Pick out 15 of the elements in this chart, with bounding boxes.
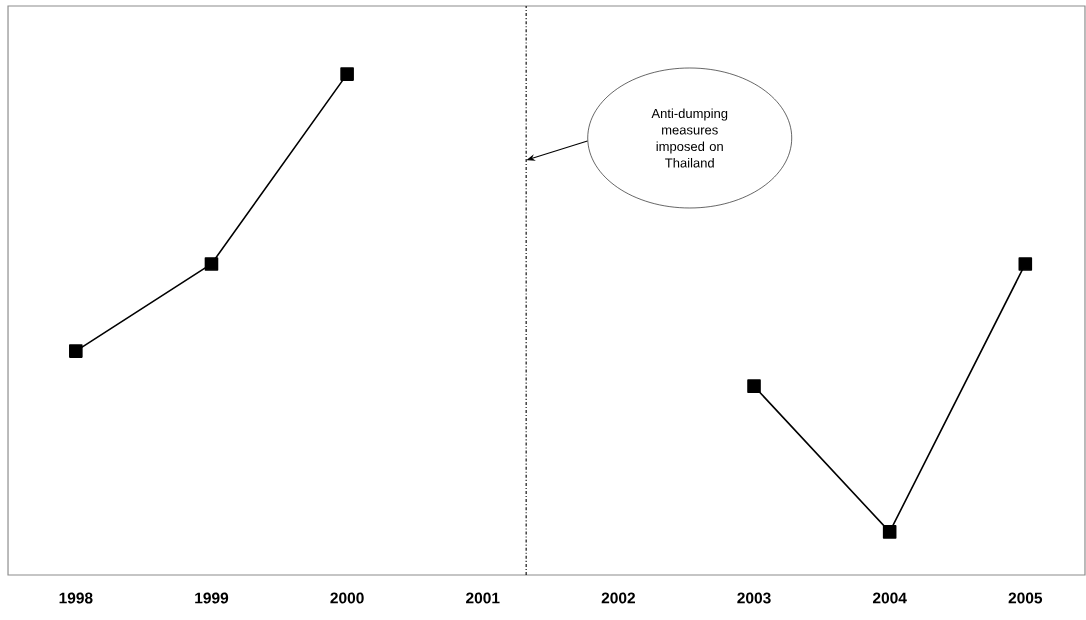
x-tick-label: 2005 bbox=[1008, 592, 1043, 604]
x-tick-label: 2003 bbox=[737, 592, 771, 604]
point bbox=[747, 379, 761, 393]
x-tick-label: 1998 bbox=[59, 592, 93, 604]
point bbox=[340, 67, 354, 81]
point bbox=[69, 344, 83, 358]
ref-line-label: Anti-dumping measures imposed on Thailand bbox=[651, 108, 728, 168]
x-tick-label: 2001 bbox=[466, 592, 500, 604]
point bbox=[204, 257, 219, 271]
x-tick-label: 1999 bbox=[195, 592, 229, 604]
point bbox=[1018, 257, 1033, 271]
x-tick-label: 2004 bbox=[872, 592, 907, 604]
x-tick-label: 2000 bbox=[330, 592, 364, 604]
x-tick-label: 2002 bbox=[601, 592, 635, 604]
point bbox=[882, 525, 897, 539]
